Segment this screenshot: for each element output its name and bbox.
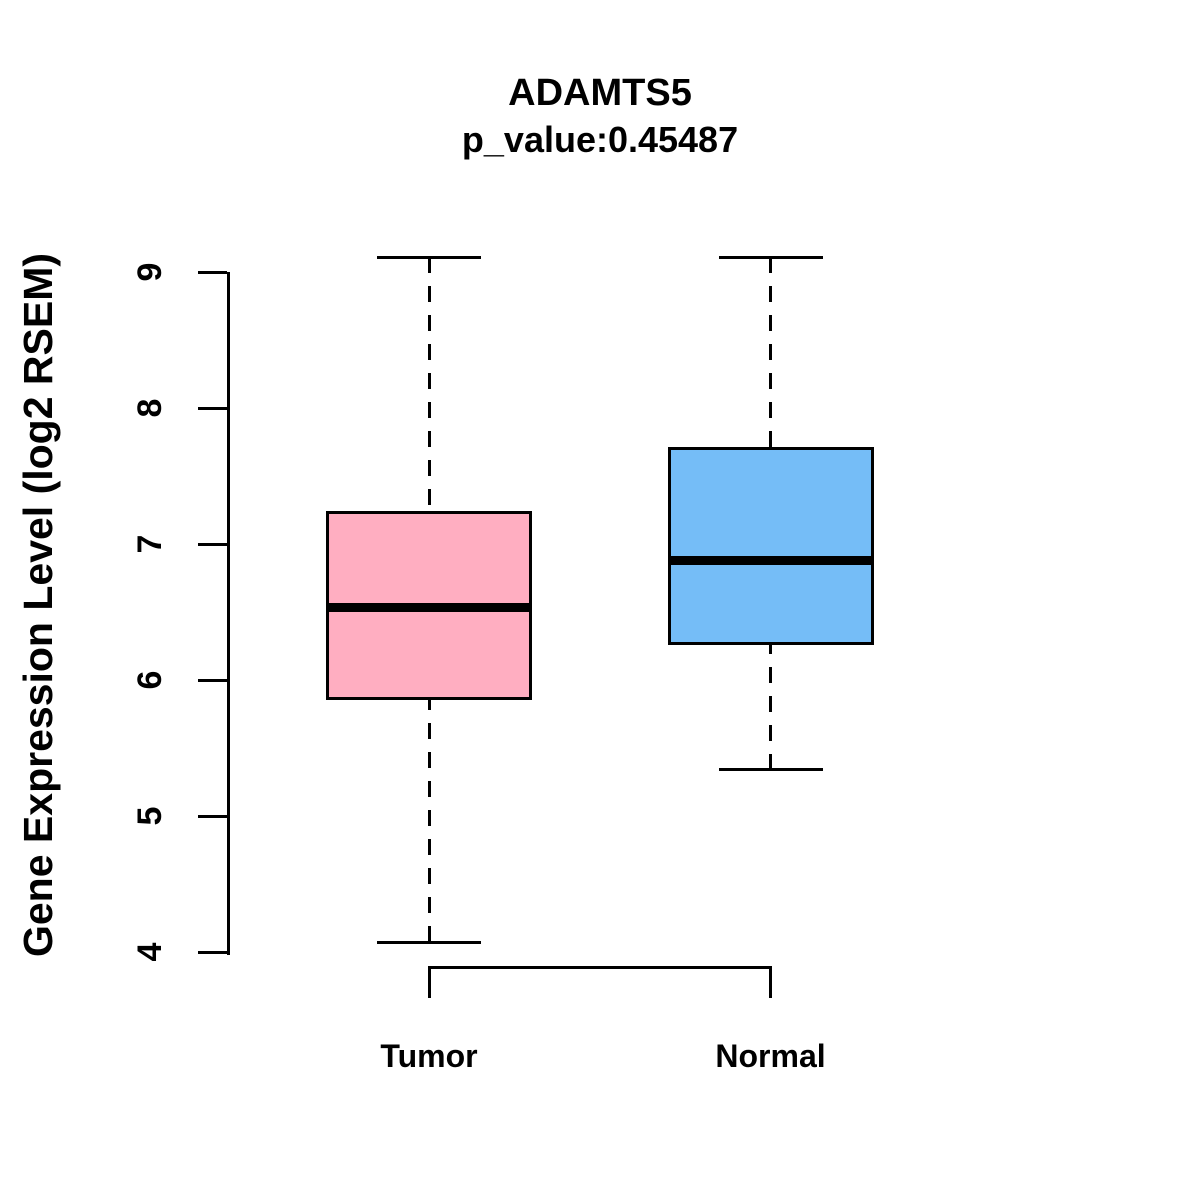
chart-title: ADAMTS5 xyxy=(508,72,692,114)
median-line xyxy=(326,603,532,613)
upper-whisker xyxy=(427,257,431,512)
whisker-cap-bottom xyxy=(377,940,481,944)
x-group-label-normal: Normal xyxy=(715,1038,826,1074)
upper-whisker xyxy=(769,257,772,448)
whisker-cap-top xyxy=(377,255,481,259)
x-axis-tick-left xyxy=(427,966,431,998)
y-axis-tick xyxy=(198,814,227,818)
y-tick-label: 5 xyxy=(131,806,169,826)
y-tick-label: 9 xyxy=(131,262,169,282)
y-axis-tick xyxy=(198,542,227,546)
x-axis-tick-right xyxy=(769,966,772,998)
y-axis-tick xyxy=(198,950,227,954)
chart-subtitle: p_value:0.45487 xyxy=(461,119,739,160)
y-tick-label: 4 xyxy=(131,942,169,962)
y-axis-tick xyxy=(198,678,227,682)
y-tick-label: 6 xyxy=(131,670,169,690)
y-axis-tick xyxy=(198,270,227,274)
y-tick-label: 8 xyxy=(131,398,169,418)
lower-whisker xyxy=(769,644,772,770)
y-axis-line xyxy=(227,272,230,955)
y-tick-label: 7 xyxy=(131,534,169,554)
box-normal xyxy=(667,447,874,645)
lower-whisker xyxy=(427,700,431,943)
x-axis-line xyxy=(429,966,771,969)
whisker-cap-bottom xyxy=(718,768,823,772)
x-group-label-tumor: Tumor xyxy=(380,1038,478,1074)
median-line xyxy=(667,555,874,565)
y-axis-tick xyxy=(198,406,227,410)
whisker-cap-top xyxy=(718,255,823,259)
